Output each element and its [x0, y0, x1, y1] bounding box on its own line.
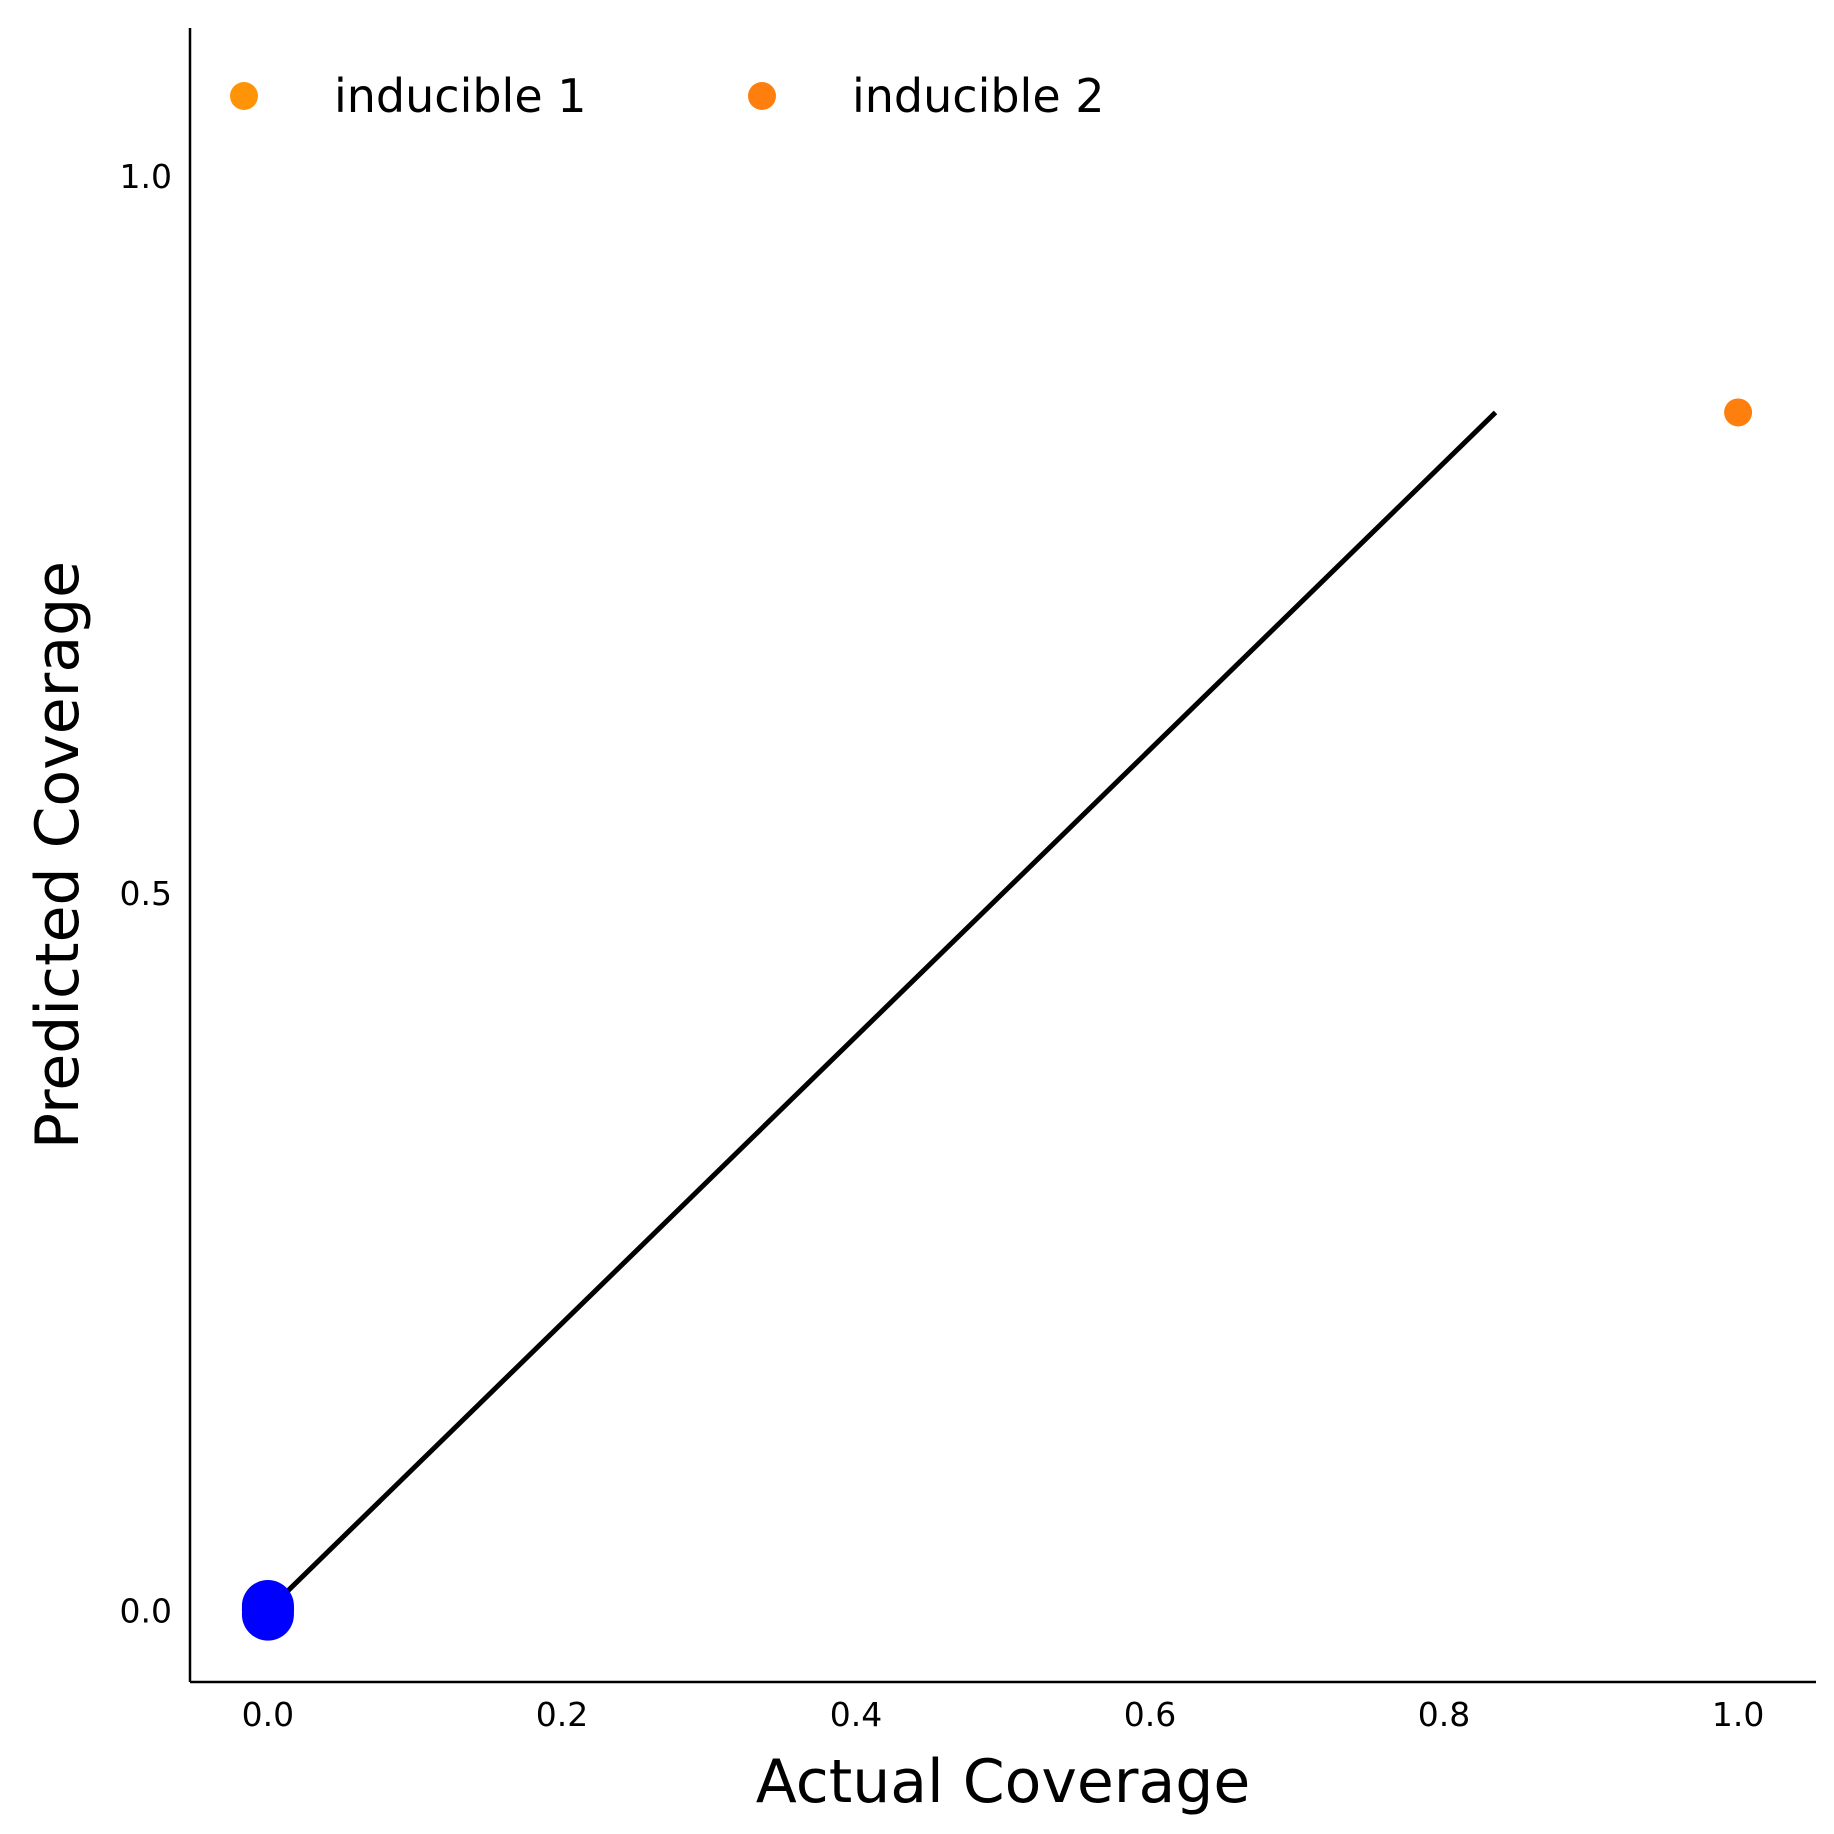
x-tick-label: 0.8 — [1418, 1695, 1470, 1734]
axes-layer — [188, 28, 1816, 1684]
x-axis-label: Actual Coverage — [756, 1747, 1251, 1817]
data-point-series-2-1 — [1724, 398, 1753, 427]
legend: inducible 1 inducible 2 — [230, 69, 1105, 123]
x-tick-label: 0.0 — [242, 1695, 294, 1734]
x-tick-label: 0.2 — [536, 1695, 588, 1734]
x-tick-label: 1.0 — [1712, 1695, 1764, 1734]
legend-label-2: inducible 2 — [852, 69, 1105, 123]
x-tick-labels: 0.0 0.2 0.4 0.6 0.8 1.0 — [242, 1695, 1765, 1734]
y-tick-label: 0.0 — [120, 1591, 172, 1630]
y-tick-labels: 0.0 0.5 1.0 — [120, 157, 172, 1631]
data-point-series-3-4 — [241, 1582, 294, 1635]
x-tick-label: 0.4 — [830, 1695, 882, 1734]
legend-marker-2 — [748, 82, 776, 110]
legend-marker-1 — [230, 82, 258, 110]
y-tick-label: 1.0 — [120, 157, 172, 196]
data-points-layer — [241, 398, 1753, 1641]
y-axis-label: Predicted Coverage — [23, 561, 93, 1149]
reference-line-layer — [266, 410, 1498, 1613]
legend-label-1: inducible 1 — [334, 69, 587, 123]
x-tick-label: 0.6 — [1124, 1695, 1176, 1734]
reference-line — [266, 410, 1498, 1613]
y-tick-label: 0.5 — [120, 874, 172, 913]
